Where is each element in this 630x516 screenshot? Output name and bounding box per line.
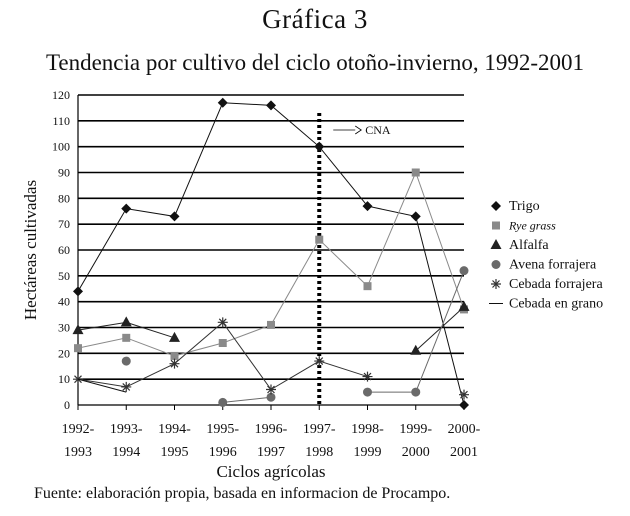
data-point-avena-forrajera [266,392,276,402]
data-point-cebada-forrajera [266,384,276,395]
data-point-trigo [459,400,469,410]
x-tick-label: 1993 [64,445,92,460]
legend-label-rye-grass: Rye grass [508,219,556,233]
data-point-alfalfa [120,316,132,327]
data-point-cebada-forrajera [459,389,469,400]
legend-label-cebada-en-grano: Cebada en grano [509,297,603,312]
data-point-avena-forrajera [363,387,372,397]
data-point-trigo [217,97,228,108]
y-tick-label: 70 [58,217,70,231]
x-tick-label: 1994 [112,445,140,460]
y-tick-label: 90 [58,166,70,180]
data-point-avena-forrajera [411,387,421,397]
data-point-rye-grass [411,168,420,177]
x-tick-label: 2000- [448,422,481,437]
data-point-rye-grass [218,339,227,347]
data-point-trigo [121,203,132,214]
source-note: Fuente: elaboración propia, basada en in… [34,485,451,502]
y-tick-label: 100 [52,140,70,154]
data-point-alfalfa [72,324,84,335]
x-tick-label: 1997- [303,422,336,437]
legend-swatch-trigo [491,201,501,211]
series-line-avena-forrajera [222,396,272,403]
data-point-rye-grass [315,235,324,244]
data-point-alfalfa [410,344,422,355]
data-point-avena-forrajera [218,397,228,407]
data-point-rye-grass [170,351,179,360]
y-tick-label: 10 [58,372,70,386]
x-tick-label: 1999 [354,445,382,460]
x-tick-label: 1992- [62,422,95,437]
data-point-rye-grass [267,320,275,329]
data-point-avena-forrajera [121,356,131,366]
x-tick-label: 1998 [305,445,333,460]
data-point-rye-grass [122,333,131,342]
series-line-cebada-en-grano [77,378,127,393]
x-tick-label: 1998- [351,422,384,437]
data-point-trigo [362,201,373,212]
data-point-cebada-forrajera [169,358,180,369]
legend-swatch-avena-forrajera [491,260,501,269]
x-tick-label: 1996- [255,422,288,437]
data-point-avena-forrajera [459,266,469,276]
x-axis-title: Ciclos agrícolas [216,462,325,481]
y-tick-label: 80 [58,191,70,205]
data-point-cebada-forrajera [217,317,228,328]
series-line-trigo [77,102,465,406]
data-point-cebada-forrajera [314,356,325,367]
x-tick-label: 1999- [399,422,432,437]
x-tick-label: 1993- [110,422,143,437]
x-tick-label: 1997 [257,445,285,460]
y-axis-title: Hectáreas cultivadas [21,180,40,320]
x-tick-label: 2000 [402,445,430,460]
data-point-trigo [73,286,83,297]
y-tick-label: 40 [58,295,70,309]
legend-label-avena-forrajera: Avena forrajera [509,258,597,273]
x-tick-label: 2001 [450,445,478,460]
x-tick-label: 1996 [209,445,237,460]
legend-swatch-rye-grass [492,221,500,230]
x-tick-label: 1995 [161,445,189,460]
data-point-rye-grass [363,282,372,291]
data-point-trigo [410,211,421,222]
data-point-trigo [314,141,325,152]
x-tick-label: 1995- [206,422,239,437]
legend-swatch-cebada-forrajera [491,279,501,289]
legend-label-alfalfa: Alfalfa [509,238,549,253]
data-point-alfalfa [458,300,470,311]
data-point-alfalfa [169,331,180,342]
data-point-cebada-forrajera [121,381,132,392]
annotation-arrowhead [355,125,362,135]
y-tick-label: 0 [64,398,70,412]
series-line-avena-forrajera [367,270,465,393]
y-tick-label: 110 [52,114,70,128]
legend-label-cebada-forrajera: Cebada forrajera [509,277,603,292]
data-point-trigo [169,211,180,222]
annotation-label: CNA [365,123,391,137]
y-tick-label: 20 [58,346,70,360]
legend-swatch-alfalfa [490,239,502,249]
y-tick-label: 50 [58,269,70,283]
data-point-trigo [266,100,276,111]
data-point-rye-grass [74,344,82,353]
y-tick-label: 30 [58,321,70,335]
chart-title: Tendencia por cultivo del ciclo otoño-in… [45,50,585,75]
x-tick-label: 1994- [158,422,191,437]
y-tick-label: 120 [52,88,70,102]
legend-label-trigo: Trigo [509,199,540,214]
series-line-alfalfa [415,306,465,352]
figure-label: Gráfica 3 [262,4,368,34]
data-point-cebada-forrajera [362,371,373,382]
y-tick-label: 60 [58,243,70,257]
